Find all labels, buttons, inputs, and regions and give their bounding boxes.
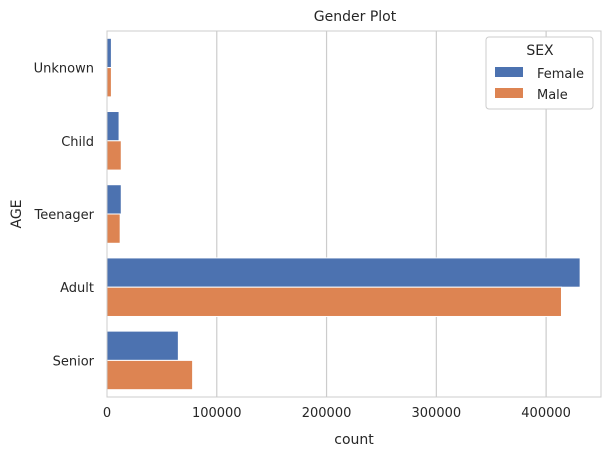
legend-swatch-female	[495, 67, 523, 77]
plot-frame	[106, 30, 602, 398]
bar-female-unknown	[106, 37, 112, 69]
y-tick-label: Unknown	[34, 62, 94, 77]
chart-title: Gender Plot	[314, 9, 397, 25]
x-axis-label: count	[334, 432, 374, 448]
y-axis-label: AGE	[9, 199, 25, 228]
legend: SEX Female Male	[485, 36, 594, 110]
bar-female-adult	[106, 257, 581, 288]
bars	[106, 37, 581, 391]
bar-female-teenager	[106, 184, 122, 215]
y-tick-label: Teenager	[33, 208, 94, 223]
bar-female-senior	[106, 330, 179, 361]
bar-male-child	[106, 140, 122, 171]
y-tick-labels: Unknown Child Teenager Adult Senior	[33, 62, 94, 370]
x-tick-label: 400000	[521, 406, 571, 421]
bar-male-teenager	[106, 213, 121, 244]
legend-label-female: Female	[537, 67, 584, 82]
legend-swatch-male	[495, 88, 523, 98]
bar-male-adult	[106, 286, 562, 317]
legend-title: SEX	[526, 43, 554, 59]
x-tick-labels: 0 100000 200000 300000 400000	[103, 406, 571, 421]
y-tick-label: Adult	[60, 281, 94, 296]
bar-female-child	[106, 111, 120, 142]
x-tick-label: 100000	[192, 406, 242, 421]
x-tick-label: 0	[103, 406, 111, 421]
y-tick-label: Child	[61, 135, 94, 150]
legend-label-male: Male	[537, 88, 568, 103]
x-tick-label: 300000	[412, 406, 462, 421]
x-tick-label: 200000	[302, 406, 352, 421]
bar-male-senior	[106, 359, 194, 391]
bar-male-unknown	[106, 67, 112, 98]
y-tick-label: Senior	[53, 354, 95, 369]
